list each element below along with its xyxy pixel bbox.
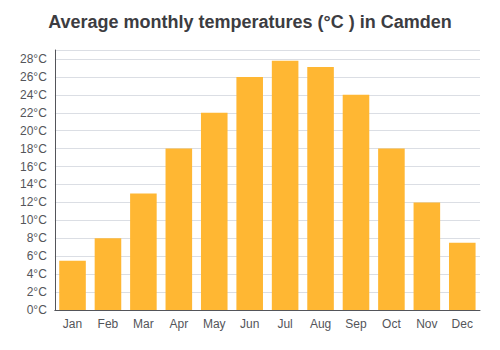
svg-text:0°C: 0°C xyxy=(27,303,47,317)
svg-text:20°C: 20°C xyxy=(20,124,47,138)
svg-text:Jan: Jan xyxy=(63,317,82,331)
svg-text:Dec: Dec xyxy=(452,317,473,331)
svg-text:12°C: 12°C xyxy=(20,195,47,209)
svg-text:Feb: Feb xyxy=(98,317,119,331)
svg-text:26°C: 26°C xyxy=(20,70,47,84)
svg-text:Jul: Jul xyxy=(277,317,292,331)
svg-text:8°C: 8°C xyxy=(27,231,47,245)
svg-text:24°C: 24°C xyxy=(20,88,47,102)
svg-text:6°C: 6°C xyxy=(27,249,47,263)
svg-text:2°C: 2°C xyxy=(27,285,47,299)
svg-text:Apr: Apr xyxy=(169,317,188,331)
svg-text:14°C: 14°C xyxy=(20,177,47,191)
svg-text:18°C: 18°C xyxy=(20,142,47,156)
svg-text:28°C: 28°C xyxy=(20,52,47,66)
svg-text:Nov: Nov xyxy=(416,317,437,331)
svg-text:10°C: 10°C xyxy=(20,213,47,227)
svg-text:Mar: Mar xyxy=(133,317,154,331)
svg-text:16°C: 16°C xyxy=(20,160,47,174)
svg-text:22°C: 22°C xyxy=(20,106,47,120)
svg-text:Sep: Sep xyxy=(345,317,367,331)
svg-text:Oct: Oct xyxy=(382,317,401,331)
svg-text:Jun: Jun xyxy=(240,317,259,331)
svg-text:4°C: 4°C xyxy=(27,267,47,281)
svg-text:Average monthly temperatures (: Average monthly temperatures (°C ) in Ca… xyxy=(48,12,452,32)
svg-text:May: May xyxy=(203,317,226,331)
svg-text:Aug: Aug xyxy=(310,317,331,331)
